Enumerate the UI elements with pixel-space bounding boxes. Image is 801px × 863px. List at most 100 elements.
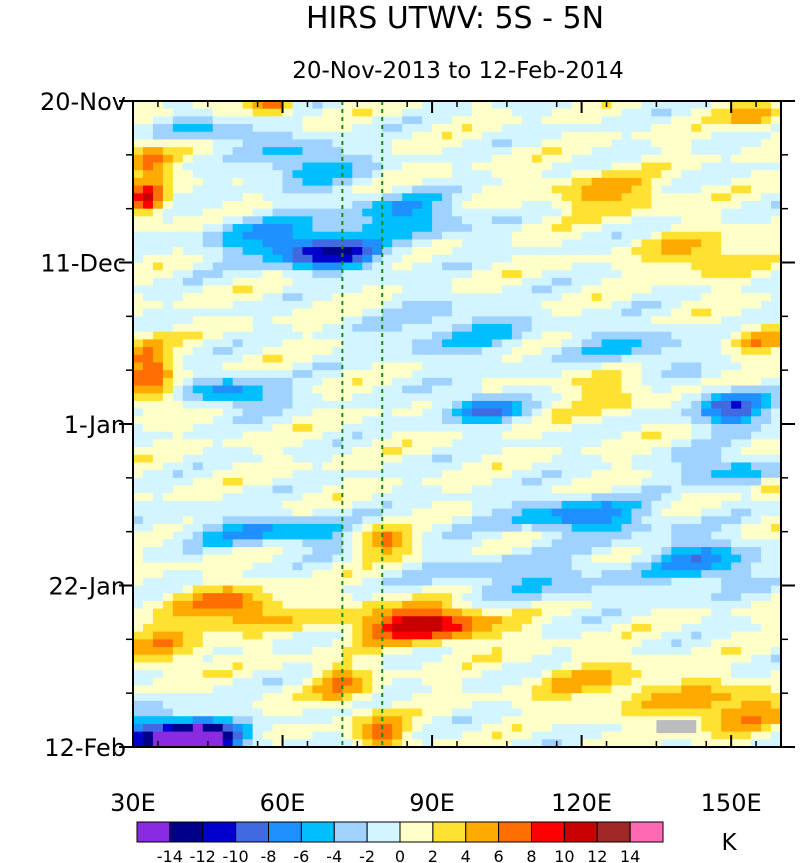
heatmap-cell — [461, 154, 473, 164]
heatmap-cell — [501, 193, 513, 202]
heatmap-cell — [481, 647, 493, 656]
heatmap-cell — [382, 516, 393, 525]
heatmap-cell — [681, 308, 692, 317]
heatmap-cell — [272, 285, 284, 294]
heatmap-cell — [372, 262, 383, 271]
heatmap-cell — [621, 523, 633, 533]
heatmap-cell — [252, 108, 264, 117]
heatmap-cell — [262, 293, 274, 302]
heatmap-cell — [471, 662, 483, 671]
heatmap-cell — [133, 385, 144, 394]
heatmap-cell — [591, 124, 603, 133]
heatmap-cell — [701, 124, 712, 133]
heatmap-cell — [202, 308, 214, 317]
heatmap-cell — [641, 354, 652, 364]
heatmap-cell — [571, 224, 583, 233]
heatmap-cell — [551, 316, 563, 325]
heatmap-cell — [501, 254, 513, 264]
heatmap-cell — [252, 331, 264, 340]
heatmap-cell — [432, 585, 443, 594]
heatmap-cell — [432, 139, 443, 148]
heatmap-cell — [302, 285, 314, 294]
heatmap-cell — [352, 247, 363, 256]
heatmap-cell — [262, 554, 274, 564]
heatmap-cell — [651, 185, 662, 194]
heatmap-cell — [352, 324, 363, 333]
heatmap-cell — [461, 585, 473, 594]
heatmap-cell — [751, 300, 762, 310]
heatmap-cell — [581, 500, 593, 510]
heatmap-cell — [701, 347, 712, 356]
heatmap-cell — [332, 224, 343, 233]
heatmap-cell — [202, 416, 214, 425]
heatmap-cell — [182, 393, 194, 402]
heatmap-cell — [302, 547, 314, 556]
heatmap-cell — [571, 101, 583, 110]
heatmap-cell — [621, 500, 633, 510]
heatmap-cell — [192, 447, 204, 456]
heatmap-cell — [611, 654, 623, 663]
heatmap-cell — [312, 162, 324, 171]
heatmap-cell — [352, 647, 363, 656]
heatmap-cell — [302, 116, 314, 125]
heatmap-cell — [581, 562, 593, 571]
heatmap-cell — [571, 485, 583, 494]
heatmap-cell — [212, 347, 224, 356]
heatmap-cell — [452, 554, 463, 564]
heatmap-cell — [491, 154, 503, 164]
heatmap-cell — [471, 616, 483, 625]
heatmap-cell — [422, 570, 433, 579]
heatmap-cell — [611, 516, 623, 525]
heatmap-cell — [531, 654, 543, 663]
heatmap-cell — [761, 293, 772, 302]
heatmap-cell — [392, 431, 403, 440]
heatmap-cell — [172, 639, 184, 648]
heatmap-cell — [461, 431, 473, 440]
heatmap-cell — [452, 170, 463, 179]
heatmap-cell — [152, 570, 164, 579]
heatmap-cell — [461, 593, 473, 602]
heatmap-cell — [142, 462, 154, 471]
heatmap-cell — [332, 516, 343, 525]
heatmap-cell — [551, 193, 563, 202]
heatmap-cell — [591, 623, 603, 633]
heatmap-cell — [272, 408, 284, 417]
heatmap-cell — [511, 154, 523, 164]
heatmap-cell — [721, 124, 732, 133]
heatmap-cell — [601, 170, 613, 179]
heatmap-cell — [651, 293, 662, 302]
heatmap-cell — [511, 500, 523, 510]
heatmap-cell — [142, 193, 154, 202]
heatmap-cell — [771, 447, 782, 456]
heatmap-cell — [292, 447, 304, 456]
heatmap-cell — [412, 270, 423, 279]
heatmap-cell — [362, 516, 373, 525]
heatmap-cell — [272, 277, 284, 287]
heatmap-cell — [691, 447, 702, 456]
heatmap-cell — [342, 300, 353, 310]
heatmap-cell — [511, 370, 523, 379]
heatmap-cell — [521, 623, 533, 633]
heatmap-cell — [252, 593, 264, 602]
heatmap-cell — [521, 531, 533, 540]
heatmap-cell — [382, 662, 393, 671]
heatmap-cell — [452, 608, 463, 617]
heatmap-cell — [392, 616, 403, 625]
heatmap-cell — [282, 631, 294, 640]
heatmap-cell — [362, 462, 373, 471]
heatmap-cell — [152, 162, 164, 171]
heatmap-cell — [611, 331, 623, 340]
heatmap-cell — [302, 239, 314, 248]
heatmap-cell — [531, 131, 543, 141]
heatmap-cell — [511, 447, 523, 456]
heatmap-cell — [501, 547, 513, 556]
heatmap-cell — [761, 531, 772, 540]
heatmap-cell — [212, 654, 224, 663]
heatmap-cell — [641, 408, 652, 417]
heatmap-cell — [731, 470, 742, 479]
heatmap-cell — [681, 608, 692, 617]
heatmap-cell — [531, 208, 543, 217]
heatmap-cell — [671, 654, 682, 663]
heatmap-cell — [641, 647, 652, 656]
heatmap-cell — [631, 285, 643, 294]
